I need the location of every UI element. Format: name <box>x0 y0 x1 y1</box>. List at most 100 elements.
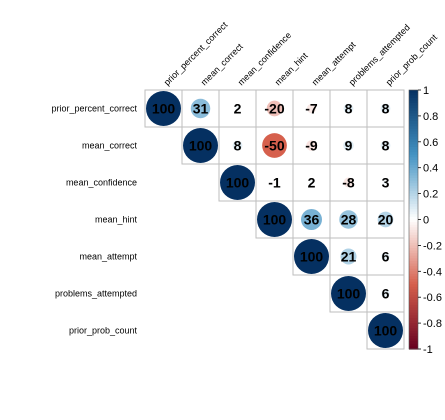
correlation-value: -9 <box>305 138 318 154</box>
row-label: mean_correct <box>82 141 138 151</box>
colorbar-segment <box>409 152 418 156</box>
colorbar-segment <box>409 196 418 200</box>
correlation-circle <box>272 180 277 185</box>
colorbar-tick-label: -0.8 <box>423 318 442 330</box>
colorbar-segment <box>409 281 418 285</box>
colorbar-tick-label: -0.6 <box>423 292 442 304</box>
colorbar-segment <box>409 297 418 301</box>
colorbar-segment <box>409 198 418 202</box>
colorbar-segment <box>409 302 418 306</box>
colorbar-segment <box>409 294 418 298</box>
colorbar-segment <box>409 338 418 342</box>
correlation-value: 6 <box>382 286 390 302</box>
colorbar-segment <box>409 123 418 127</box>
colorbar-segment <box>409 216 418 221</box>
row-label: mean_confidence <box>66 178 137 188</box>
colorbar-segment <box>409 203 418 208</box>
correlation-circle <box>377 211 394 228</box>
colorbar-segment <box>409 92 418 96</box>
colorbar-segment <box>409 141 418 145</box>
correlation-circle <box>146 91 181 126</box>
correlation-circle <box>339 210 358 229</box>
colorbar-segment <box>409 139 418 143</box>
correlation-circle <box>220 165 255 200</box>
colorbar-segment <box>409 97 418 101</box>
colorbar-segment <box>409 105 418 109</box>
colorbar-segment <box>409 229 418 234</box>
colorbar-tick-label: -0.2 <box>423 240 442 252</box>
colorbar-segment <box>409 113 418 117</box>
column-label: problems_attempted <box>347 22 412 87</box>
correlation-value: 36 <box>304 212 320 228</box>
correlation-value: 8 <box>345 101 353 117</box>
colorbar-segment <box>409 343 418 348</box>
colorbar-segment <box>409 175 418 179</box>
correlation-value: 8 <box>382 101 390 117</box>
correlation-circle <box>368 313 403 348</box>
correlation-circle <box>183 128 218 163</box>
correlation-value: 6 <box>382 249 390 265</box>
colorbar-tick-label: 0 <box>423 215 429 227</box>
colorbar-segment <box>409 320 418 324</box>
colorbar-segment <box>409 193 418 197</box>
colorbar-segment <box>409 325 418 329</box>
colorbar-tick-label: 1 <box>423 85 429 97</box>
colorbar-tick-label: 0.8 <box>423 111 438 123</box>
colorbar-segment <box>409 273 418 278</box>
colorbar-segment <box>409 90 418 94</box>
correlation-value: 28 <box>341 212 357 228</box>
colorbar-segment <box>409 260 418 265</box>
colorbar-segment <box>409 341 418 345</box>
colorbar-segment <box>409 289 418 293</box>
colorbar-segment <box>409 108 418 112</box>
colorbar-segment <box>409 346 418 350</box>
colorbar-segment <box>409 237 418 241</box>
correlation-value: 100 <box>300 249 324 265</box>
correlation-circle <box>381 252 390 261</box>
correlation-circle <box>331 276 366 311</box>
correlation-circle <box>257 202 292 237</box>
correlation-circle <box>294 239 329 274</box>
row-label: prior_percent_correct <box>51 104 137 114</box>
colorbar-segment <box>409 115 418 120</box>
correlation-circle <box>232 140 243 151</box>
colorbar-segment <box>409 328 418 332</box>
row-label: prior_prob_count <box>69 326 138 336</box>
colorbar-segment <box>409 317 418 322</box>
colorbar-segment <box>409 134 418 138</box>
correlation-circle <box>266 100 283 117</box>
correlation-circle <box>309 180 314 185</box>
colorbar-segment <box>409 276 418 280</box>
colorbar-segment <box>409 149 418 153</box>
correlation-value: -8 <box>342 175 355 191</box>
colorbar-segment <box>409 266 418 270</box>
correlation-circle <box>301 209 322 230</box>
colorbar-segment <box>409 292 418 296</box>
colorbar-segment <box>409 299 418 303</box>
row-label: mean_hint <box>95 215 138 225</box>
colorbar-segment <box>409 154 418 158</box>
colorbar-segment <box>409 211 418 215</box>
correlation-value: 8 <box>382 138 390 154</box>
colorbar-segment <box>409 304 418 309</box>
correlation-circle <box>343 177 354 188</box>
colorbar-tick-label: -1 <box>423 344 433 356</box>
correlation-circle <box>262 133 287 158</box>
colorbar-segment <box>409 178 418 182</box>
correlation-value: 2 <box>234 101 242 117</box>
colorbar-segment <box>409 268 418 272</box>
colorbar-segment <box>409 201 418 205</box>
colorbar-segment <box>409 224 418 228</box>
colorbar-segment <box>409 185 418 190</box>
colorbar-segment <box>409 315 418 319</box>
correlation-value: -7 <box>305 101 318 117</box>
correlation-value: 100 <box>374 323 398 339</box>
colorbar-segment <box>409 180 418 184</box>
colorbar-segment <box>409 333 418 337</box>
correlation-value: 9 <box>345 138 353 154</box>
correlation-value: 21 <box>341 249 357 265</box>
colorbar-segment <box>409 286 418 291</box>
colorbar-segment <box>409 100 418 104</box>
colorbar-segment <box>409 172 418 177</box>
